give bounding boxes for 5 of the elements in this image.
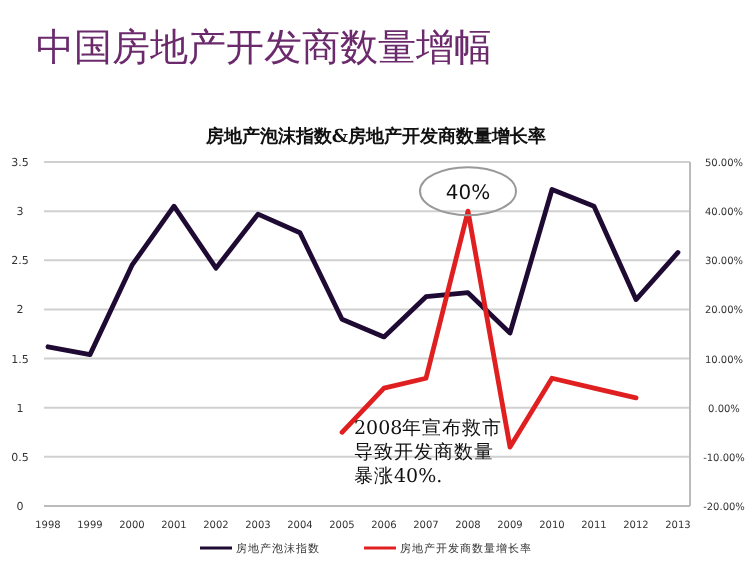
chart-subtitle: 房地产泡沫指数&房地产开发商数量增长率 (203, 126, 547, 148)
annotation: 40% (445, 183, 491, 206)
chart-title: 中国房地产开发商数量增幅 (36, 26, 492, 70)
line-series (45, 187, 681, 358)
annotation: 2008年宣布救市导致开发商数量暴涨40%. (354, 417, 505, 490)
